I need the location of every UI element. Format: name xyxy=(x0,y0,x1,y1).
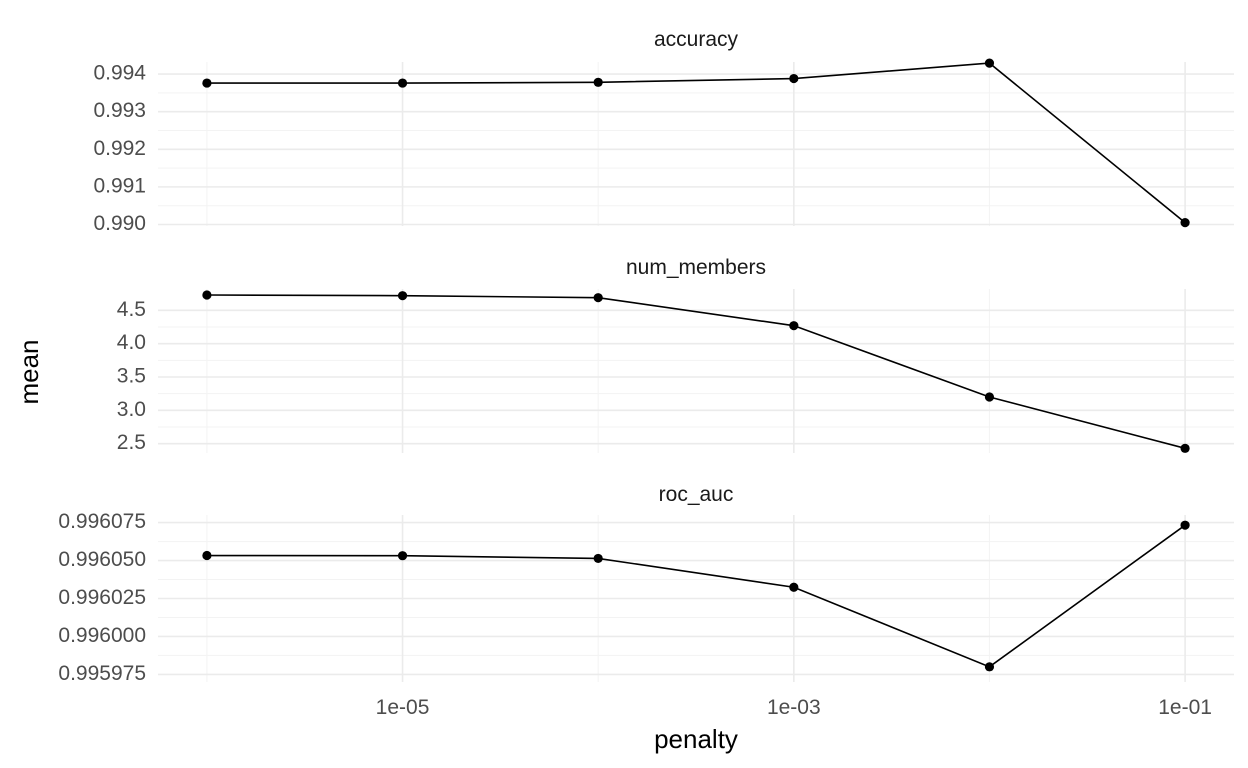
series-line-roc_auc xyxy=(206,524,1186,668)
y-tick-label: 0.992 xyxy=(93,137,146,160)
data-point xyxy=(202,550,212,561)
x-tick-label: 1e-01 xyxy=(1158,696,1212,719)
facet-title: roc_auc xyxy=(659,483,734,506)
y-tick-label: 3.0 xyxy=(117,398,146,421)
y-tick-label: 0.990 xyxy=(93,212,146,235)
y-tick-label: 0.991 xyxy=(93,174,146,197)
x-tick-label: 1e-05 xyxy=(376,696,430,719)
series-line-num_members xyxy=(206,294,1186,450)
y-tick-label: 0.996050 xyxy=(58,548,146,571)
facet-title: accuracy xyxy=(654,28,739,51)
data-point xyxy=(984,58,995,68)
data-point xyxy=(593,553,603,564)
data-point xyxy=(202,78,212,88)
panels: accuracy 0.990 0.991 0.992 0.993 0.994 num_mem… xyxy=(58,28,1234,685)
y-tick-label: 0.995975 xyxy=(58,662,146,685)
facet-title: num_members xyxy=(626,256,766,279)
y-tick-label: 0.996000 xyxy=(58,624,146,647)
data-point xyxy=(984,662,995,672)
data-point xyxy=(202,290,212,300)
y-tick-label: 4.0 xyxy=(117,331,146,354)
data-point xyxy=(984,392,995,402)
panel-accuracy: accuracy 0.990 0.991 0.992 0.993 0.994 xyxy=(93,28,1234,235)
x-axis-title: penalty xyxy=(654,724,738,754)
data-point xyxy=(397,78,408,88)
y-tick-label: 3.5 xyxy=(117,365,146,388)
series-line-accuracy xyxy=(206,62,1186,224)
data-point xyxy=(593,293,603,303)
y-tick-label: 0.996075 xyxy=(58,510,146,533)
panel-roc_auc: roc_auc 0.995975 0.996000 0.996025 0.996050 0… xyxy=(58,483,1234,685)
x-axis-ticks: 1e-05 1e-03 1e-01 xyxy=(376,696,1212,719)
x-tick-label: 1e-03 xyxy=(767,696,821,719)
data-point xyxy=(789,321,799,331)
data-point xyxy=(789,582,799,592)
data-point xyxy=(1180,520,1190,530)
y-tick-label: 0.996025 xyxy=(58,586,146,609)
data-point xyxy=(397,291,408,301)
y-tick-label: 0.993 xyxy=(93,99,146,122)
y-tick-label: 4.5 xyxy=(117,298,146,321)
data-point xyxy=(1180,218,1190,228)
data-point xyxy=(789,73,799,84)
panel-num_members: num_members 2.5 3.0 3.5 4.0 4.5 xyxy=(117,256,1234,454)
y-axis-title: mean xyxy=(14,339,44,404)
y-tick-label: 0.994 xyxy=(93,62,146,85)
y-tick-label: 2.5 xyxy=(117,431,146,454)
data-point xyxy=(593,77,603,87)
data-point xyxy=(397,551,408,561)
data-point xyxy=(1180,443,1190,453)
